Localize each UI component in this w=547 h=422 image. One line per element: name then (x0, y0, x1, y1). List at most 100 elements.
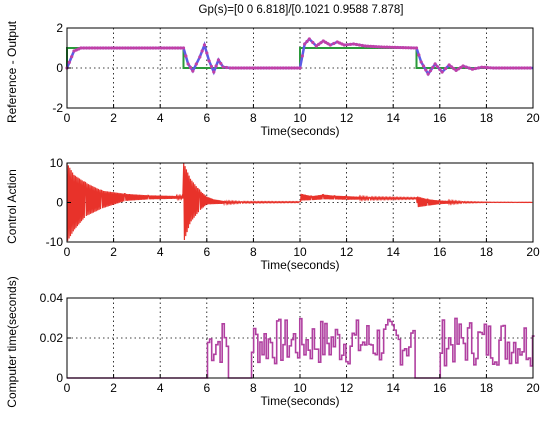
output-marker (342, 43, 346, 47)
output-marker (67, 60, 71, 64)
output-marker (477, 66, 481, 70)
output-marker (234, 66, 238, 70)
output-marker (444, 66, 448, 71)
y-tick-label: -2 (52, 101, 63, 115)
output-marker (170, 46, 175, 50)
x-tick-label: 4 (157, 111, 164, 125)
output-marker (212, 70, 216, 74)
output-marker (522, 66, 527, 70)
x-tick-label: 10 (293, 381, 307, 395)
output-marker (162, 46, 166, 50)
x-tick-label: 16 (433, 381, 447, 395)
output-marker (508, 66, 512, 70)
output-marker (205, 51, 209, 55)
x-tick-label: 16 (433, 245, 447, 259)
output-marker (483, 65, 487, 69)
output-marker (143, 46, 147, 50)
x-tick-label: 20 (526, 245, 540, 259)
output-marker (109, 46, 114, 50)
output-marker (491, 66, 495, 70)
y-tick-label: 0 (56, 371, 63, 385)
output-marker (449, 65, 454, 69)
output-marker (123, 46, 127, 50)
y-tick-label: 2 (56, 21, 63, 35)
output-marker (503, 66, 507, 70)
output-marker (90, 46, 94, 50)
output-marker (151, 46, 155, 50)
output-marker (374, 45, 378, 49)
x-tick-label: 8 (250, 245, 257, 259)
output-marker (412, 46, 416, 50)
x-tick-label: 20 (526, 381, 540, 395)
output-marker (87, 46, 91, 50)
output-marker (514, 66, 518, 70)
output-marker (328, 43, 332, 47)
output-marker (134, 46, 138, 50)
output-marker (82, 46, 86, 50)
output-marker (470, 67, 475, 71)
output-marker (245, 66, 249, 70)
output-marker (438, 67, 442, 71)
output-marker (473, 66, 478, 71)
output-marker (207, 59, 211, 63)
output-marker (303, 42, 307, 46)
output-marker (459, 65, 463, 70)
output-marker (390, 45, 394, 49)
y-axis-label: Control Action (5, 169, 19, 244)
output-marker (456, 67, 461, 71)
x-tick-label: 8 (250, 381, 257, 395)
output-marker (369, 44, 373, 48)
output-marker (454, 68, 458, 72)
y-axis-label: Computer time(seconds) (5, 276, 19, 407)
output-marker (126, 46, 130, 50)
output-marker (281, 66, 285, 70)
output-marker (414, 46, 419, 50)
x-tick-label: 4 (157, 245, 164, 259)
output-marker (98, 46, 102, 50)
output-marker (382, 45, 386, 49)
output-marker (528, 66, 532, 70)
output-marker (79, 46, 83, 50)
output-marker (270, 66, 274, 70)
output-marker (388, 45, 392, 49)
output-marker (409, 46, 413, 50)
output-marker (118, 46, 122, 50)
output-marker (300, 54, 304, 58)
output-marker (351, 42, 356, 46)
output-marker (202, 43, 207, 47)
x-tick-label: 10 (293, 111, 307, 125)
output-marker (154, 46, 158, 50)
y-tick-label: 0 (56, 61, 63, 75)
output-marker (447, 63, 451, 67)
output-marker (250, 66, 255, 70)
output-marker (129, 46, 133, 50)
output-marker (406, 46, 411, 50)
output-marker (511, 66, 515, 70)
output-marker (424, 68, 428, 72)
output-marker (461, 64, 465, 68)
output-marker (467, 66, 471, 70)
output-marker (236, 66, 241, 70)
output-marker (225, 65, 229, 70)
output-marker (500, 66, 504, 70)
x-tick-label: 0 (64, 111, 71, 125)
output-marker (326, 42, 330, 46)
x-tick-label: 0 (64, 245, 71, 259)
x-tick-label: 20 (526, 111, 540, 125)
y-tick-label: 0.02 (40, 331, 64, 345)
output-marker (287, 66, 291, 70)
output-marker (311, 40, 315, 45)
output-marker (168, 46, 172, 50)
output-marker (156, 46, 161, 50)
output-marker (431, 65, 435, 69)
output-marker (319, 41, 323, 45)
output-marker (221, 65, 225, 69)
output-marker (159, 46, 163, 50)
output-marker (104, 46, 108, 50)
x-tick-label: 2 (110, 381, 117, 395)
output-marker (101, 46, 105, 50)
output-marker (107, 46, 111, 50)
output-marker (115, 46, 119, 50)
